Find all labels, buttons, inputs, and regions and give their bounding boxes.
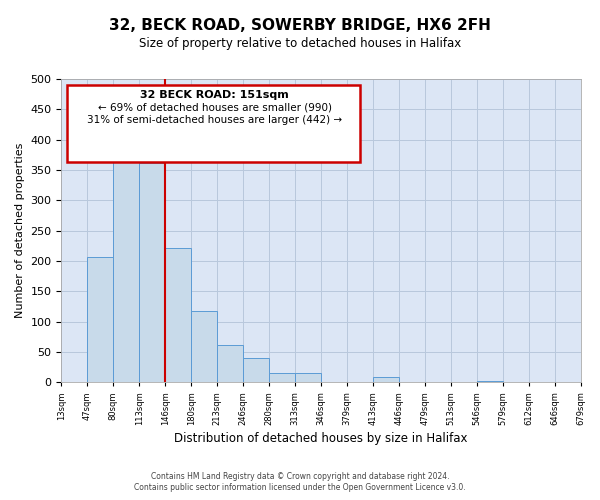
Bar (476, 381, 503, 382)
Text: 32 BECK ROAD: 151sqm: 32 BECK ROAD: 151sqm (140, 90, 289, 100)
X-axis label: Distribution of detached houses by size in Halifax: Distribution of detached houses by size … (174, 432, 468, 445)
Bar (217, 344, 243, 382)
Text: 32, BECK ROAD, SOWERBY BRIDGE, HX6 2FH: 32, BECK ROAD, SOWERBY BRIDGE, HX6 2FH (109, 18, 491, 32)
Bar (243, 358, 269, 382)
Bar (191, 310, 217, 382)
Bar (373, 378, 399, 382)
Text: Contains public sector information licensed under the Open Government Licence v3: Contains public sector information licen… (134, 484, 466, 492)
Bar (88, 256, 113, 382)
Text: Contains HM Land Registry data © Crown copyright and database right 2024.: Contains HM Land Registry data © Crown c… (151, 472, 449, 481)
FancyBboxPatch shape (67, 85, 360, 162)
Bar (139, 162, 165, 382)
Bar (269, 373, 295, 382)
Bar (113, 144, 139, 382)
Bar (165, 248, 191, 382)
Y-axis label: Number of detached properties: Number of detached properties (15, 143, 25, 318)
Text: ← 69% of detached houses are smaller (990): ← 69% of detached houses are smaller (99… (98, 102, 332, 113)
Bar (295, 373, 321, 382)
Text: 31% of semi-detached houses are larger (442) →: 31% of semi-detached houses are larger (… (87, 115, 342, 125)
Text: Size of property relative to detached houses in Halifax: Size of property relative to detached ho… (139, 38, 461, 51)
